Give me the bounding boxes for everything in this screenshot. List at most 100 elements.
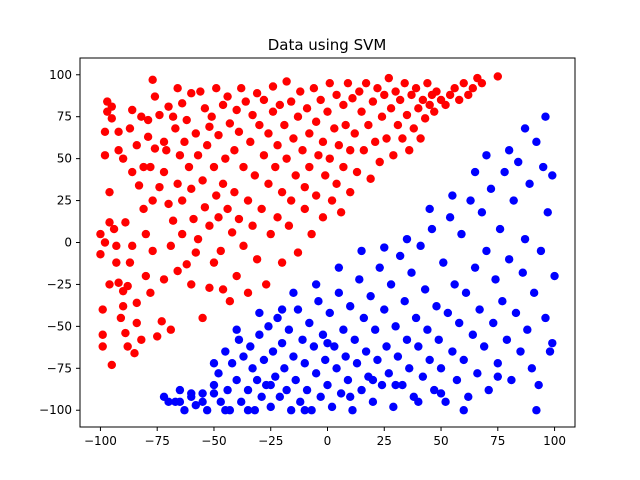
data-point <box>289 134 298 143</box>
data-point <box>198 176 207 185</box>
data-point <box>159 167 169 177</box>
data-point <box>216 246 225 256</box>
data-point <box>264 322 273 331</box>
data-point <box>243 196 253 205</box>
data-point <box>139 204 148 214</box>
data-point <box>423 78 432 88</box>
data-point <box>325 154 334 163</box>
data-point <box>114 278 123 287</box>
data-point <box>386 104 396 113</box>
data-point <box>398 134 407 143</box>
data-point <box>464 90 473 100</box>
data-point <box>132 141 141 150</box>
data-point <box>100 238 110 247</box>
data-point <box>246 342 255 351</box>
data-point <box>311 117 321 126</box>
data-point <box>330 342 339 351</box>
data-point <box>271 162 280 172</box>
data-point <box>227 359 237 368</box>
data-point <box>389 151 398 160</box>
data-point <box>266 229 275 239</box>
data-point <box>198 389 207 398</box>
data-point <box>536 246 546 256</box>
data-point <box>548 338 557 348</box>
data-point <box>255 120 264 130</box>
data-point <box>137 335 146 344</box>
data-point <box>264 179 273 188</box>
data-point <box>532 137 541 147</box>
data-point <box>173 83 182 93</box>
data-point <box>252 255 262 264</box>
data-point <box>121 218 130 227</box>
data-point <box>237 397 246 407</box>
data-point <box>293 248 303 257</box>
data-point <box>504 146 514 155</box>
data-point <box>134 181 144 190</box>
data-point <box>259 355 269 365</box>
data-point <box>232 105 241 115</box>
data-point <box>377 380 387 390</box>
x-tick-label: −25 <box>258 434 283 448</box>
data-point <box>339 325 348 334</box>
data-point <box>334 263 344 272</box>
data-point <box>361 347 371 356</box>
y-tick-label: −50 <box>47 319 72 333</box>
data-point <box>118 154 128 163</box>
data-point <box>448 191 457 200</box>
data-point <box>391 380 400 390</box>
data-point <box>223 204 232 214</box>
data-point <box>459 406 468 415</box>
data-point <box>445 90 455 100</box>
data-point <box>105 187 114 197</box>
data-point <box>364 120 373 130</box>
data-point <box>411 83 421 93</box>
data-point <box>248 110 257 120</box>
data-point <box>293 305 303 314</box>
data-point <box>339 100 348 110</box>
data-point <box>523 325 532 334</box>
data-point <box>243 288 253 298</box>
data-point <box>305 162 314 172</box>
data-point <box>321 355 330 365</box>
data-point <box>502 335 512 344</box>
data-point <box>266 402 275 412</box>
data-point <box>298 335 307 344</box>
data-point <box>257 392 266 402</box>
data-point <box>520 234 530 244</box>
data-point <box>405 364 414 373</box>
data-point <box>212 191 221 200</box>
data-point <box>132 318 141 328</box>
data-point <box>305 318 314 328</box>
data-point <box>411 313 421 323</box>
data-point <box>252 89 262 98</box>
data-point <box>318 330 328 339</box>
y-axis: −100 −75 −50 −25 0 25 50 75 100 <box>39 68 80 417</box>
data-point <box>309 83 319 93</box>
data-point <box>475 305 484 314</box>
data-point <box>302 385 312 395</box>
data-point <box>520 124 530 133</box>
data-point <box>368 397 378 407</box>
data-point <box>368 375 378 385</box>
data-point <box>409 124 418 133</box>
data-point <box>168 216 178 225</box>
data-point <box>107 102 116 111</box>
data-point <box>416 134 425 143</box>
data-point <box>457 229 466 239</box>
data-point <box>359 146 369 155</box>
data-point <box>350 335 359 344</box>
data-point <box>141 229 151 239</box>
data-point <box>318 213 328 222</box>
data-point <box>196 87 205 96</box>
data-point <box>416 241 425 251</box>
data-point <box>420 285 430 294</box>
data-point <box>107 360 116 370</box>
data-point <box>393 120 403 130</box>
data-point <box>298 146 307 155</box>
data-point <box>479 342 489 351</box>
y-tick-label: 0 <box>64 236 72 250</box>
data-point <box>225 297 235 306</box>
data-point <box>384 73 394 83</box>
data-point <box>470 167 480 177</box>
